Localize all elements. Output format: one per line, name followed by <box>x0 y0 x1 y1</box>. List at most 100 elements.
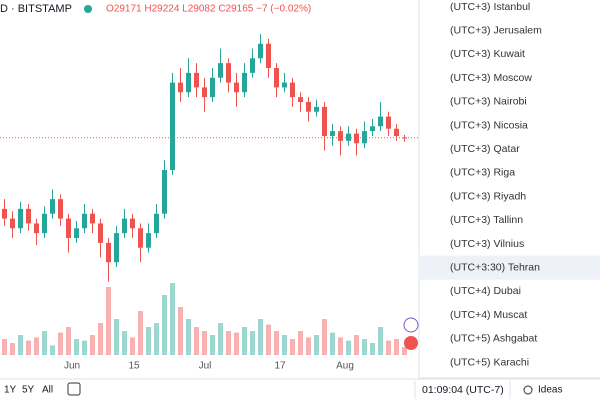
x-tick-label: Jun <box>64 361 80 372</box>
timezone-item[interactable]: (UTC+3) Jerusalem <box>450 24 542 36</box>
volume-bar <box>386 340 391 355</box>
menu-panel <box>418 0 600 379</box>
volume-bar <box>66 327 71 355</box>
volume-bar <box>258 319 263 355</box>
volume-bar <box>394 339 399 355</box>
candle-body <box>226 63 231 83</box>
volume-bar <box>346 340 351 355</box>
price-chart <box>0 34 418 355</box>
volume-bar <box>402 347 407 355</box>
candle-body <box>362 131 367 144</box>
timezone-item[interactable]: (UTC+3) Riga <box>450 167 515 179</box>
volume-bar <box>234 332 239 355</box>
volume-bar <box>74 339 79 355</box>
candle-body <box>394 128 399 136</box>
candle-body <box>218 63 223 78</box>
selected-highlight <box>420 255 600 280</box>
timezone-item[interactable]: (UTC+3) Nairobi <box>450 96 527 108</box>
volume-bar <box>10 343 15 355</box>
volume-bar <box>322 319 327 355</box>
candle-body <box>234 82 239 93</box>
candle-body <box>50 199 55 214</box>
x-axis: Jun 15 Jul 17 Aug <box>64 361 354 372</box>
volume-bar <box>314 335 319 355</box>
calendar-icon[interactable] <box>67 382 81 396</box>
candle-body <box>258 43 263 59</box>
timezone-menu: (UTC+3) Istanbul (UTC+3) Jerusalem (UTC+3)… <box>418 0 600 379</box>
volume-bar <box>170 283 175 355</box>
candle-body <box>354 133 359 144</box>
candle-body <box>170 82 175 170</box>
status-dot <box>84 5 92 13</box>
volume-bar <box>122 331 127 355</box>
volume-bar <box>34 337 39 355</box>
candle-body <box>282 82 287 88</box>
volume-bar <box>210 335 215 355</box>
candle-body <box>66 218 71 238</box>
timezone-item[interactable]: (UTC+3) Kuwait <box>450 48 525 60</box>
volume-bar <box>106 287 111 355</box>
volume-bar <box>2 339 7 355</box>
candle-body <box>146 233 151 248</box>
candle-body <box>210 77 215 98</box>
range-button[interactable]: 1Y <box>4 385 17 396</box>
timezone-item[interactable]: (UTC+3) Nicosia <box>450 119 528 131</box>
volume-bar <box>298 331 303 355</box>
candle-body <box>114 233 119 263</box>
timezone-item[interactable]: (UTC+3) Moscow <box>450 72 532 84</box>
timezone-item[interactable]: (UTC+3) Riyadh <box>450 190 526 202</box>
candle-body <box>18 208 23 229</box>
volume-bar <box>162 295 167 355</box>
volume-bar <box>282 335 287 355</box>
candle-body <box>42 213 47 234</box>
volume-bar <box>146 327 151 355</box>
timezone-item[interactable]: (UTC+4) Muscat <box>450 309 527 321</box>
candle-body <box>162 170 167 214</box>
range-button[interactable]: 5Y <box>22 385 35 396</box>
volume-bar <box>18 335 23 355</box>
timezone-item[interactable]: (UTC+3) Tallinn <box>450 214 523 226</box>
volume-bar <box>242 327 247 355</box>
volume-bar <box>370 343 375 355</box>
volume-bar <box>250 331 255 355</box>
clock[interactable]: 01:09:04 (UTC-7) <box>422 384 504 396</box>
timezone-item[interactable]: (UTC+5) Ashgabat <box>450 333 537 345</box>
candle-body <box>106 242 111 263</box>
volume-bar <box>378 327 383 355</box>
candle-body <box>90 213 95 224</box>
timezone-item[interactable]: (UTC+3:30) Tehran <box>450 261 540 273</box>
volume-bar <box>130 337 135 355</box>
volume-bar <box>194 327 199 355</box>
candle-body <box>250 58 255 73</box>
timezone-item[interactable]: (UTC+3) Istanbul <box>450 1 530 13</box>
timezone-item[interactable]: (UTC+4) Dubai <box>450 285 521 297</box>
event-icon[interactable] <box>404 336 418 350</box>
volume-bar <box>90 335 95 355</box>
volume-bar <box>354 335 359 355</box>
volume-bar <box>274 331 279 355</box>
volume-bar <box>362 339 367 355</box>
timezone-item[interactable]: (UTC+5) Karachi <box>450 356 529 368</box>
x-tick-label: Aug <box>336 361 354 372</box>
volume-bar <box>186 319 191 355</box>
candle-body <box>98 223 103 243</box>
candle-body <box>274 68 279 88</box>
candle-body <box>186 72 191 93</box>
event-icon[interactable] <box>403 317 419 333</box>
timezone-item[interactable]: (UTC+3) Qatar <box>450 143 520 155</box>
candle-body <box>10 218 15 229</box>
symbol: D · BITSTAMP <box>0 3 72 15</box>
candle-body <box>322 106 327 136</box>
ohlc: O29171 H29224 L29082 C29165 −7 (−0.02%) <box>106 4 311 15</box>
volume-bar <box>178 307 183 355</box>
candle-body <box>82 213 87 229</box>
timezone-item[interactable]: (UTC+3) Vilnius <box>450 238 524 250</box>
candle-body <box>74 228 79 238</box>
candle-body <box>314 106 319 112</box>
range-button[interactable]: All <box>42 385 53 396</box>
candle-body <box>330 131 335 136</box>
ideas-button[interactable]: Ideas <box>538 385 562 396</box>
volume-bar <box>266 324 271 355</box>
volume-bar <box>202 331 207 355</box>
volume-bar <box>98 323 103 355</box>
